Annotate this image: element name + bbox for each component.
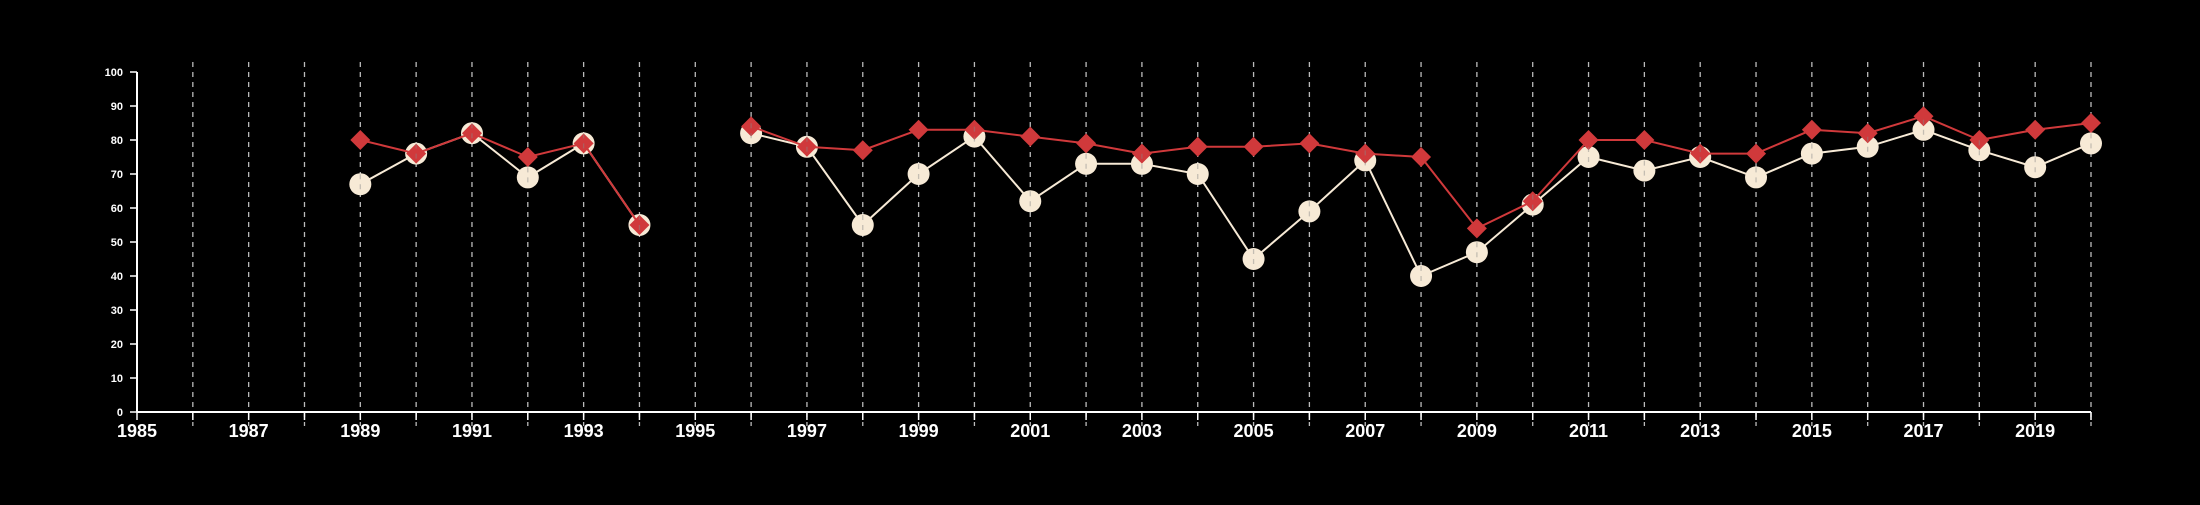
grid-overlay [359,119,2092,286]
y-tick-label: 80 [111,135,123,147]
series-1-point-2019 [2024,156,2047,179]
x-tick-label: 2001 [1010,421,1050,441]
series-1-point-2003 [1130,152,1153,175]
x-tick-label: 2015 [1792,421,1832,441]
x-tick-label: 1997 [787,421,827,441]
x-tick-label: 2019 [2015,421,2055,441]
series-0-point-1991 [461,123,482,144]
series-1-line-segment-0 [359,132,641,226]
series-1-point-2020 [2080,132,2102,155]
series-0-line-segment-0 [360,132,641,226]
x-tick-label: 2007 [1345,421,1385,441]
x-tick-label: 2005 [1234,421,1274,441]
series-0-point-2000 [964,119,985,140]
y-tick-label: 60 [111,203,123,215]
grid-layer [192,62,2092,426]
x-tick-label: 1991 [452,421,492,441]
y-tick-label: 70 [111,169,123,181]
y-tick-label: 40 [111,271,123,283]
x-tick-label: 1999 [899,421,939,441]
series-0-point-2009 [1466,218,1487,239]
series-0-point-1999 [908,119,929,140]
series-0-point-1989 [350,130,371,150]
series-0-point-2008 [1411,147,1432,167]
series-1-point-2015 [1800,142,1823,165]
series-0-point-2017 [1913,106,1934,127]
series-0-point-1990 [406,143,427,164]
x-tick-label: 1985 [117,421,157,441]
series-0-point-2019 [2025,119,2046,140]
y-tick-label: 20 [111,339,123,351]
series-0-point-1993 [573,133,594,154]
series-1-point-2016 [1856,135,1879,158]
series-1 [349,118,2102,287]
x-tick-label: 2003 [1122,421,1162,441]
series-1-point-1992 [516,166,539,189]
y-tick-label: 10 [111,373,123,385]
series-0-point-2011 [1578,130,1599,150]
series-1-point-2004 [1186,163,1209,185]
series-0-point-2016 [1857,123,1878,144]
x-tick-label: 1989 [340,421,380,441]
series-0-point-2018 [1969,130,1990,150]
series-1-point-1999 [907,163,930,185]
series-0-point-2005 [1243,136,1264,157]
y-tick-label: 50 [111,237,123,249]
y-tick-label: 0 [117,407,123,419]
series-1-point-2008 [1410,265,1433,287]
series-0-point-2001 [1020,126,1041,147]
series-1-point-2001 [1019,190,1042,213]
series-0-point-1994 [629,215,650,235]
series-0-point-2002 [1076,133,1097,154]
series-0-point-2020 [2081,113,2101,133]
series-1-point-2018 [1968,139,1991,162]
series-1-point-2006 [1298,200,1321,223]
series-1-point-2002 [1075,152,1098,175]
x-tick-label: 1993 [564,421,604,441]
series-0-point-2006 [1299,133,1320,154]
series-1-point-2011 [1577,146,1600,168]
series-0-point-1996 [741,116,762,137]
series-0-point-1992 [517,147,538,167]
x-tick-label: 1995 [675,421,715,441]
x-tick-label: 2013 [1680,421,1720,441]
axis-layer: 0 10 20 30 40 50 60 70 80 90 100 1985 1987 1989 1991 19… [105,67,2092,441]
series-1-point-1989 [349,173,372,196]
series-1-point-2009 [1465,241,1488,264]
y-tick-label: 30 [111,305,123,317]
series-1-point-2005 [1242,248,1265,270]
series-1-point-2012 [1633,159,1656,182]
series-0-point-1997 [796,136,817,157]
series-0 [350,106,2101,239]
series-0-point-2003 [1131,143,1152,164]
x-tick-label: 2017 [1903,421,1943,441]
y-tick-label: 100 [105,67,123,79]
series-1-point-2014 [1745,166,1768,189]
series-0-point-2004 [1187,136,1208,157]
x-tick-label: 2011 [1569,421,1608,441]
series-0-point-2015 [1801,119,1822,140]
series-0-point-2007 [1355,143,1376,164]
series-1-point-1998 [851,214,874,236]
y-tick-label: 90 [111,101,123,113]
series-0-point-2013 [1690,143,1711,164]
series-layer [349,106,2102,287]
series-0-point-2014 [1746,143,1767,164]
series-0-point-2012 [1634,130,1655,150]
series-0-point-1998 [852,140,873,161]
x-tick-label: 1987 [229,421,269,441]
series-0-point-2010 [1522,191,1543,212]
x-tick-label: 2009 [1457,421,1497,441]
series-1-point-2017 [1912,118,1935,141]
